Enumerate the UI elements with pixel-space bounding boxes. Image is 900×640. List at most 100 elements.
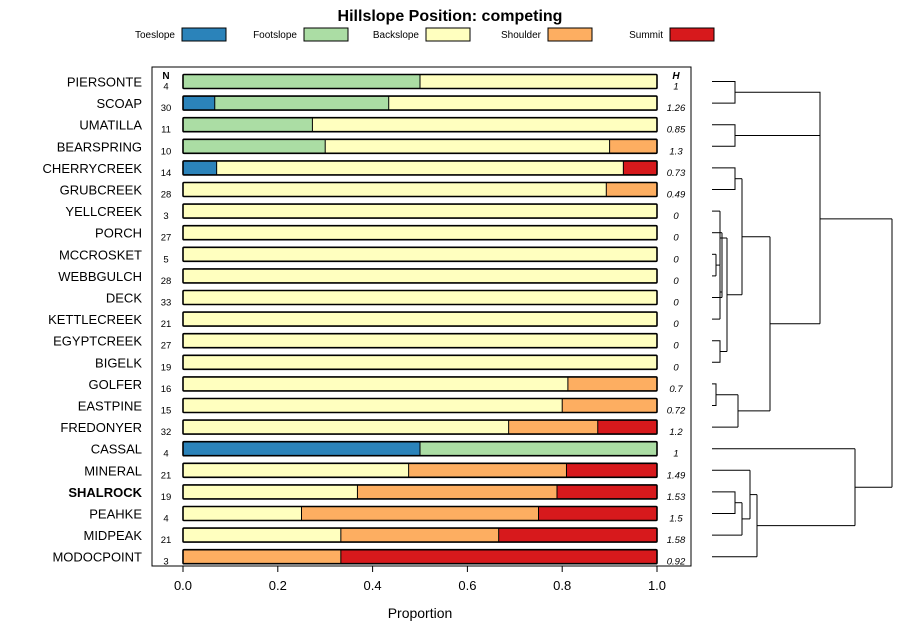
- bar-outline: [182, 505, 658, 522]
- bar-outline: [182, 462, 658, 479]
- legend-label-footslope: Footslope: [253, 30, 297, 41]
- row-label: KETTLECREEK: [48, 312, 142, 327]
- n-value: 30: [161, 103, 172, 114]
- h-value: 1.58: [667, 535, 686, 546]
- bar-outline: [182, 548, 658, 565]
- legend-swatch-summit: [669, 27, 715, 42]
- n-value: 3: [163, 557, 168, 568]
- bar-segment-summit: [597, 420, 657, 435]
- bar-segment-shoulder: [606, 182, 657, 197]
- bar-segment-backslope: [183, 355, 657, 370]
- n-value: 33: [161, 298, 172, 309]
- legend-swatch-shoulder: [547, 27, 593, 42]
- bar-segment-shoulder: [609, 139, 657, 154]
- bar-outline: [182, 332, 658, 349]
- row-label: SHALROCK: [68, 485, 142, 500]
- bar-outline: [182, 203, 658, 219]
- bar-segment-backslope: [183, 484, 358, 499]
- row-label: UMATILLA: [79, 118, 142, 133]
- legend: Toeslope Footslope Backslope Shoulder Summit: [135, 27, 715, 42]
- h-value: 0.49: [667, 190, 686, 201]
- h-value: 1.49: [667, 470, 686, 481]
- bar-segment-backslope: [216, 160, 624, 175]
- legend-label-summit: Summit: [629, 30, 663, 41]
- row-label: SCOAP: [96, 96, 142, 111]
- bar-segment-shoulder: [408, 463, 567, 478]
- bar-outline: [182, 268, 658, 284]
- n-value: 14: [161, 168, 172, 179]
- n-value: 16: [161, 384, 172, 395]
- row-label: PORCH: [95, 226, 142, 241]
- h-value: 0: [673, 362, 679, 373]
- bar-segment-backslope: [183, 420, 509, 435]
- bar-outline: [182, 160, 658, 176]
- row-label: CASSAL: [91, 442, 142, 457]
- legend-label-shoulder: Shoulder: [501, 30, 542, 41]
- row-label: PEAHKE: [89, 507, 142, 522]
- n-value: 11: [161, 125, 171, 136]
- dendrogram-branch: [712, 124, 736, 147]
- bar-segment-shoulder: [301, 506, 539, 521]
- bar-segment-backslope: [183, 268, 657, 283]
- bar-outline: [182, 354, 658, 371]
- bar-segment-backslope: [183, 528, 341, 543]
- bar-segment-summit: [623, 160, 657, 175]
- dendrogram-branch: [712, 167, 736, 190]
- legend-swatch-footslope: [303, 27, 349, 42]
- bar-segment-backslope: [183, 398, 563, 413]
- x-axis-label: Proportion: [388, 605, 453, 621]
- x-tick-label: 0.2: [269, 578, 287, 593]
- bar-segment-backslope: [183, 290, 657, 305]
- h-value: 1.26: [667, 103, 686, 114]
- n-value: 19: [161, 362, 172, 373]
- bar-segment-backslope: [325, 139, 610, 154]
- bar-segment-footslope: [183, 74, 420, 89]
- x-tick-label: 0.0: [174, 578, 192, 593]
- bar-outline: [182, 440, 658, 457]
- row-label: DECK: [106, 291, 142, 306]
- n-value: 10: [161, 146, 172, 157]
- bar-outline: [182, 397, 658, 414]
- bar-segment-backslope: [183, 204, 657, 219]
- bar-segment-shoulder: [508, 420, 598, 435]
- x-tick-label: 0.8: [553, 578, 571, 593]
- row-label: EASTPINE: [78, 399, 143, 414]
- n-value: 15: [161, 406, 172, 417]
- bar-segment-footslope: [183, 117, 313, 132]
- bar-segment-shoulder: [340, 528, 499, 543]
- h-value: 0.92: [667, 557, 686, 568]
- n-value: 21: [161, 319, 172, 330]
- legend-swatch-backslope: [425, 27, 471, 42]
- bar-outline: [182, 181, 658, 198]
- n-value: 4: [163, 82, 168, 93]
- n-value: 28: [161, 276, 172, 287]
- h-value: 1.5: [669, 514, 683, 525]
- bar-outline: [182, 224, 658, 241]
- row-label: EGYPTCREEK: [53, 334, 142, 349]
- bar-segment-backslope: [183, 225, 657, 240]
- row-label: YELLCREEK: [65, 204, 142, 219]
- row-label: FREDONYER: [60, 420, 142, 435]
- n-header: N: [162, 71, 169, 82]
- h-value: 1: [673, 449, 678, 460]
- bar-outline: [182, 419, 658, 435]
- bar-segment-backslope: [183, 463, 409, 478]
- n-value: 21: [161, 470, 172, 481]
- h-value: 0.72: [667, 406, 686, 417]
- bar-segment-shoulder: [183, 549, 341, 564]
- bar-outline: [182, 527, 658, 543]
- bar-segment-summit: [498, 528, 657, 543]
- bar-outline: [182, 289, 658, 306]
- h-value: 0: [673, 319, 679, 330]
- bar-segment-toeslope: [183, 160, 217, 175]
- h-value: 0: [673, 233, 679, 244]
- n-value: 32: [161, 427, 172, 438]
- bar-outline: [182, 246, 658, 263]
- bar-segment-backslope: [183, 182, 607, 197]
- row-label: BEARSPRING: [57, 139, 142, 154]
- row-label: GOLFER: [89, 377, 142, 392]
- h-value: 0: [673, 254, 679, 265]
- row-label: WEBBGULCH: [58, 269, 142, 284]
- n-value: 19: [161, 492, 172, 503]
